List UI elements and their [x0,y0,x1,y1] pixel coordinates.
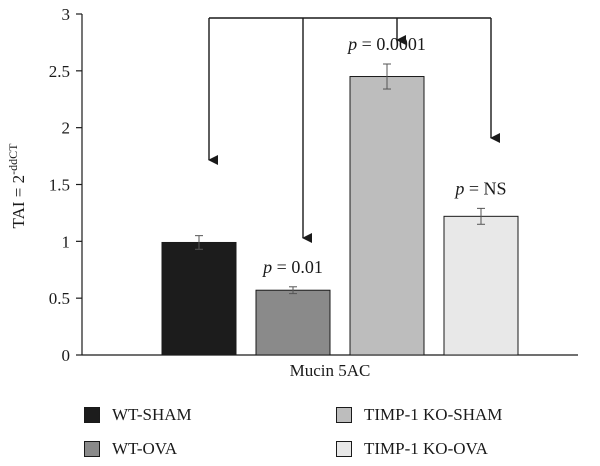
y-tick-label-1: 0.5 [49,289,70,308]
bar-timp-1-ko-ova [443,215,519,356]
legend-item-timp1-ko-sham: TIMP-1 KO-SHAM [336,402,502,428]
y-tick-label-3: 1.5 [49,176,70,195]
legend: WT-SHAM WT-OVA TIMP-1 KO-SHAM TIMP-1 KO-… [0,398,600,466]
y-axis: 0 0.5 1 1.5 2 2.5 3 [49,5,83,365]
mucin-bar-chart: 0 0.5 1 1.5 2 2.5 3 p = 0.01 p = 0.0001 p = NS T… [6,5,578,380]
p-value-timp-1-ko-ova: p = NS [453,178,506,198]
legend-label-wt-ova: WT-OVA [112,439,178,458]
y-axis-title: TAI = 2-ddCT [6,143,28,229]
x-axis-title: Mucin 5AC [290,361,371,380]
y-tick-label-6: 3 [62,5,71,24]
bars: p = 0.01 p = 0.0001 p = NS [161,34,519,356]
bar-wt-ova [255,289,331,356]
legend-label-timp1-ko-sham: TIMP-1 KO-SHAM [364,405,503,424]
legend-swatch-wt-sham [84,407,100,423]
y-tick-label-5: 2.5 [49,62,70,81]
bar-timp-1-ko-sham [349,76,425,356]
legend-label-wt-sham: WT-SHAM [112,405,192,424]
p-value-wt-ova: p = 0.01 [261,257,323,277]
legend-item-wt-ova: WT-OVA [84,436,177,462]
legend-swatch-wt-ova [84,441,100,457]
legend-label-timp1-ko-ova: TIMP-1 KO-OVA [364,439,488,458]
y-tick-label-4: 2 [62,119,71,138]
comparison-arrows [208,17,500,243]
legend-swatch-timp1-ko-sham [336,407,352,423]
p-value-timp-1-ko-sham: p = 0.0001 [346,34,426,54]
legend-item-timp1-ko-ova: TIMP-1 KO-OVA [336,436,488,462]
legend-swatch-timp1-ko-ova [336,441,352,457]
bar-wt-sham [161,241,237,356]
y-tick-label-2: 1 [62,232,71,251]
y-tick-label-0: 0 [62,346,71,365]
legend-item-wt-sham: WT-SHAM [84,402,192,428]
